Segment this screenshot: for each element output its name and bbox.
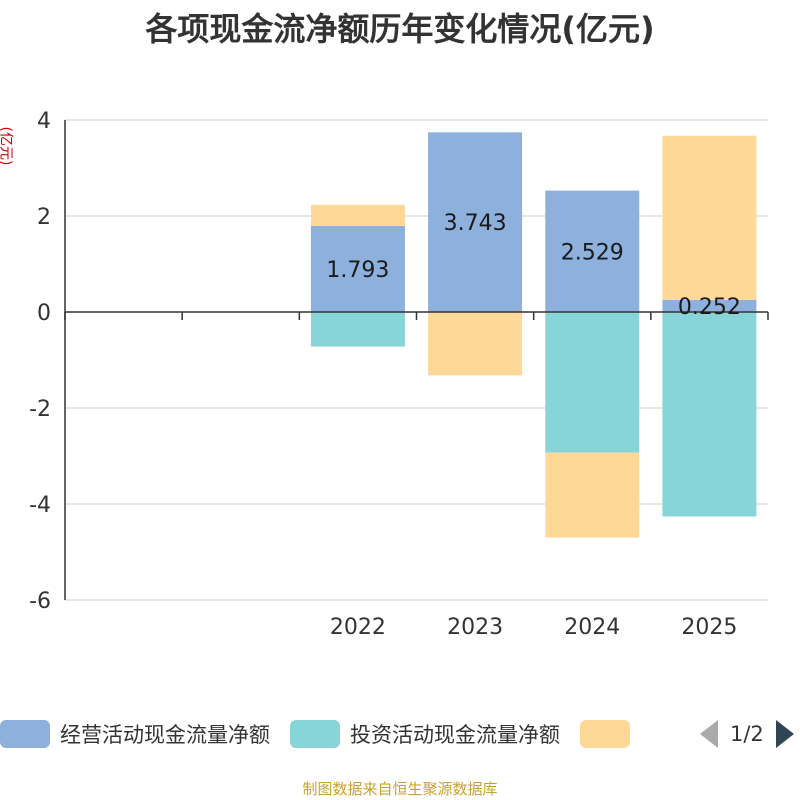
y-tick-label: -2 — [29, 397, 51, 422]
x-tick-label: 2025 — [681, 615, 737, 640]
bar-segment — [662, 135, 757, 300]
source-note: 制图数据来自恒生聚源数据库 — [302, 780, 498, 798]
legend: 经营活动现金流量净额 投资活动现金流量净额 — [0, 718, 660, 750]
x-tick-label: 2022 — [330, 615, 386, 640]
legend-item-financing[interactable] — [580, 720, 640, 748]
legend-pager: 1/2 — [700, 718, 794, 750]
chart-title: 各项现金流净额历年变化情况(亿元) — [145, 10, 655, 48]
data-labels: 1.793 3.743 2.529 0.252 — [326, 211, 740, 320]
bar-series — [310, 132, 757, 538]
chart-canvas: 4 2 0 -2 -4 -6 2022 2023 2024 2025 1.793 3.743 2.52… — [29, 109, 769, 640]
data-label: 0.252 — [678, 295, 741, 320]
y-tick-label: 0 — [37, 301, 51, 326]
bar-segment — [662, 299, 757, 312]
legend-next-page-icon[interactable] — [775, 720, 794, 748]
bar-segment — [310, 225, 405, 312]
legend-page-indicator: 1/2 — [730, 722, 764, 746]
data-label: 1.793 — [326, 258, 389, 283]
bar-segment — [310, 312, 405, 347]
bar-segment — [310, 204, 405, 226]
legend-swatch-financing — [580, 720, 630, 748]
legend-item-operating[interactable]: 经营活动现金流量净额 — [0, 719, 270, 749]
y-tick-label: -4 — [29, 493, 51, 518]
y-tick-label: 2 — [37, 205, 51, 230]
y-tick-label: 4 — [37, 109, 51, 134]
bar-segment — [545, 190, 640, 312]
bar-segment — [428, 312, 523, 376]
legend-label-operating: 经营活动现金流量净额 — [60, 723, 270, 747]
legend-prev-page-icon[interactable] — [700, 720, 718, 748]
y-tick-label: -6 — [29, 589, 51, 614]
axes: 4 2 0 -2 -4 -6 2022 2023 2024 2025 — [29, 109, 769, 640]
y-axis-unit: (亿元) — [0, 126, 14, 166]
bar-segment — [545, 452, 640, 538]
x-tick-label: 2024 — [564, 615, 620, 640]
bar-segment — [428, 132, 523, 312]
x-tick-label: 2023 — [447, 615, 503, 640]
legend-swatch-operating — [0, 720, 50, 748]
data-label: 3.743 — [444, 211, 507, 236]
legend-label-investing: 投资活动现金流量净额 — [350, 723, 560, 747]
data-label: 2.529 — [561, 240, 624, 265]
bar-segment — [662, 312, 757, 517]
legend-swatch-investing — [290, 720, 340, 748]
bar-segment — [545, 312, 640, 453]
legend-item-investing[interactable]: 投资活动现金流量净额 — [290, 719, 560, 749]
